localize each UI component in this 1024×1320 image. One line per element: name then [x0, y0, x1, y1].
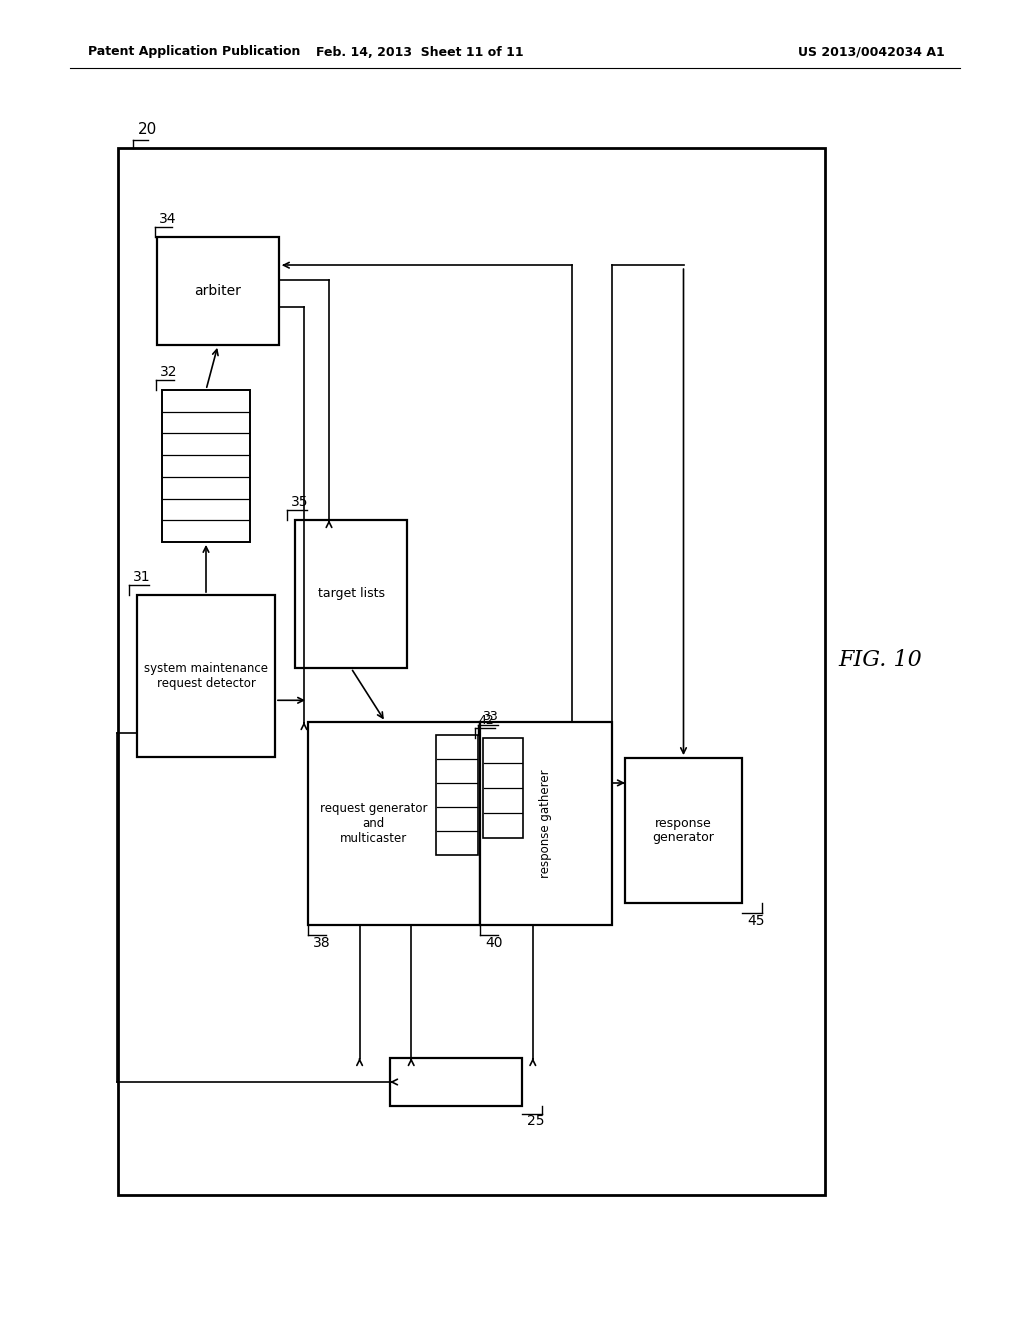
Text: FIG. 10: FIG. 10 — [838, 649, 922, 671]
Text: response
generator: response generator — [652, 817, 715, 845]
Text: 25: 25 — [527, 1114, 545, 1129]
Text: 45: 45 — [746, 913, 765, 928]
Text: 32: 32 — [160, 366, 177, 379]
Text: Patent Application Publication: Patent Application Publication — [88, 45, 300, 58]
Text: Feb. 14, 2013  Sheet 11 of 11: Feb. 14, 2013 Sheet 11 of 11 — [316, 45, 524, 58]
Bar — [625, 758, 742, 903]
Bar — [137, 595, 275, 756]
Bar — [390, 1059, 522, 1106]
Text: US 2013/0042034 A1: US 2013/0042034 A1 — [799, 45, 945, 58]
Bar — [118, 148, 825, 1195]
Text: 34: 34 — [159, 213, 176, 226]
Text: 20: 20 — [138, 123, 158, 137]
Text: arbiter: arbiter — [195, 284, 242, 298]
Text: request generator
and
multicaster: request generator and multicaster — [319, 803, 427, 845]
Bar — [157, 238, 279, 345]
Text: system maintenance
request detector: system maintenance request detector — [144, 663, 268, 690]
Text: 38: 38 — [313, 936, 331, 950]
Text: target lists: target lists — [317, 587, 384, 601]
Text: 33: 33 — [482, 710, 498, 723]
Text: 40: 40 — [485, 936, 503, 950]
Text: response gatherer: response gatherer — [540, 770, 553, 878]
Bar — [436, 735, 478, 855]
Text: 42: 42 — [478, 714, 494, 726]
Bar — [162, 389, 250, 543]
Bar — [295, 520, 407, 668]
Text: 31: 31 — [133, 570, 151, 583]
Bar — [483, 738, 523, 838]
Text: 35: 35 — [291, 495, 308, 510]
Bar — [480, 722, 612, 925]
Bar — [308, 722, 480, 925]
